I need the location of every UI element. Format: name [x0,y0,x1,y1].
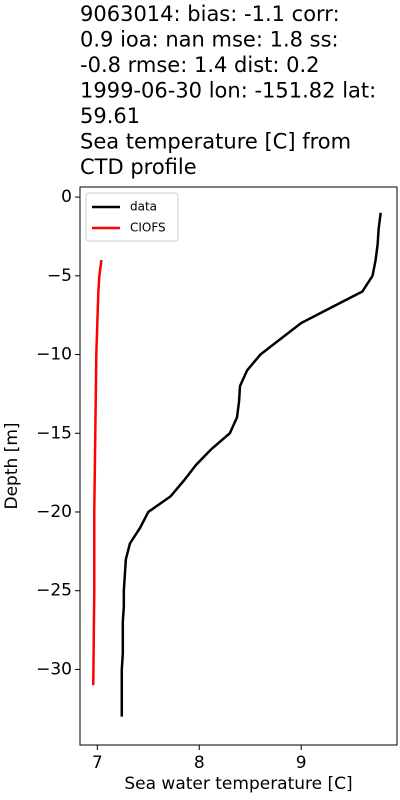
y-tick-label: −30 [36,659,72,679]
chart-title: 59.61 [80,104,140,128]
x-axis-label: Sea water temperature [C] [124,774,352,794]
y-tick-label: −25 [36,581,72,601]
x-tick-label: 8 [194,753,205,773]
x-tick-label: 7 [92,753,103,773]
plot-frame [79,186,398,746]
chart-title: 1999-06-30 lon: -151.82 lat: [80,79,376,103]
chart-title: 0.9 ioa: nan mse: 1.8 ss: [80,28,339,52]
chart-title: 9063014: bias: -1.1 corr: [80,2,340,26]
y-tick-label: −20 [36,502,72,522]
y-tick-label: −10 [36,345,72,365]
legend-label: data [130,200,157,214]
legend-label: CIOFS [130,221,166,235]
chart-title: -0.8 rmse: 1.4 dist: 0.2 [80,53,320,77]
y-tick-label: −15 [36,423,72,443]
y-tick-label: 0 [61,187,72,207]
chart-title: CTD profile [80,155,197,179]
chart-title: Sea temperature [C] from [80,130,351,154]
data-line [92,259,103,686]
data-line [120,212,382,717]
y-axis-label: Depth [m] [2,422,22,509]
y-tick-label: −5 [47,266,72,286]
x-tick-label: 9 [296,753,307,773]
